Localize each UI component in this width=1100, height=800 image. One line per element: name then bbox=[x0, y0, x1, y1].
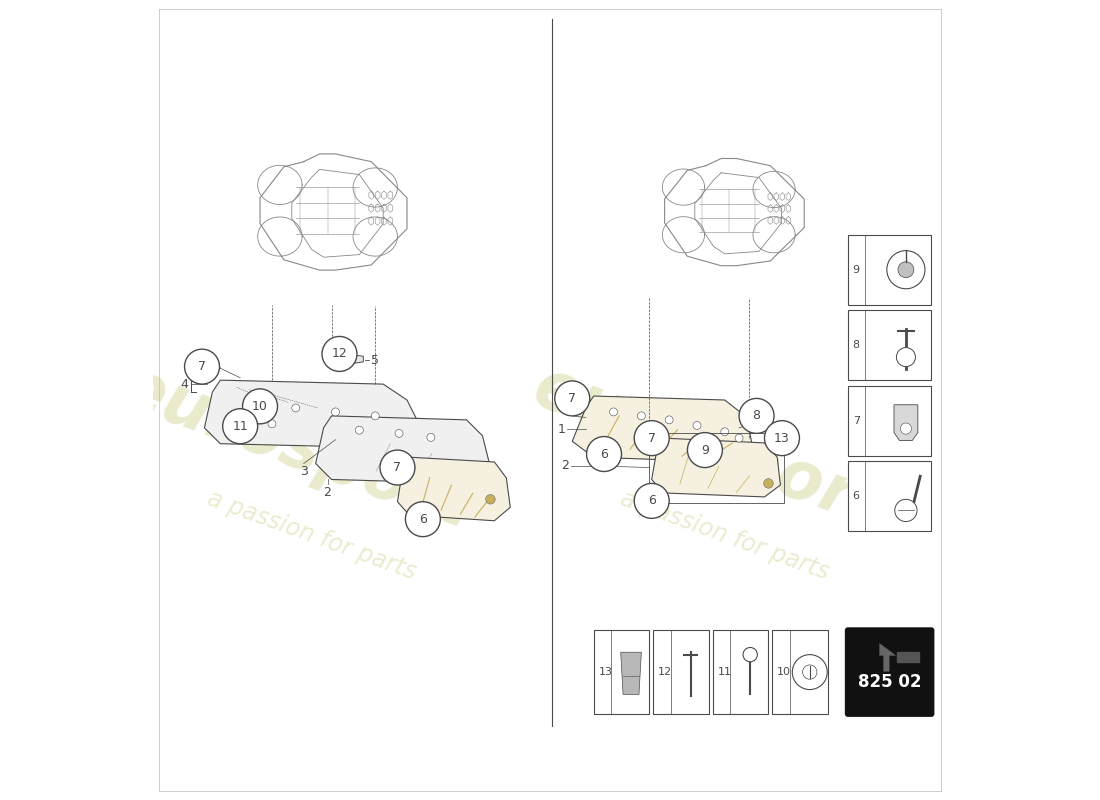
Circle shape bbox=[803, 665, 817, 679]
Circle shape bbox=[635, 421, 669, 456]
FancyBboxPatch shape bbox=[846, 628, 934, 716]
Text: 10: 10 bbox=[778, 667, 791, 677]
Text: 12: 12 bbox=[658, 667, 672, 677]
Text: 6: 6 bbox=[852, 491, 860, 501]
Circle shape bbox=[763, 478, 773, 488]
Text: 12: 12 bbox=[331, 347, 348, 361]
Circle shape bbox=[252, 400, 260, 408]
FancyBboxPatch shape bbox=[713, 630, 769, 714]
Text: a passion for parts: a passion for parts bbox=[204, 486, 419, 584]
Text: 5: 5 bbox=[372, 354, 379, 366]
Polygon shape bbox=[620, 652, 641, 694]
FancyBboxPatch shape bbox=[772, 630, 828, 714]
Polygon shape bbox=[323, 350, 363, 364]
Text: 9: 9 bbox=[701, 443, 708, 457]
Circle shape bbox=[900, 423, 912, 434]
Polygon shape bbox=[894, 405, 917, 441]
Circle shape bbox=[739, 398, 774, 434]
Circle shape bbox=[222, 409, 257, 444]
FancyBboxPatch shape bbox=[898, 652, 920, 662]
Circle shape bbox=[887, 250, 925, 289]
Circle shape bbox=[427, 434, 434, 442]
FancyBboxPatch shape bbox=[848, 386, 932, 456]
Text: eurosport: eurosport bbox=[525, 354, 893, 542]
Circle shape bbox=[735, 434, 744, 442]
FancyBboxPatch shape bbox=[848, 234, 932, 305]
Polygon shape bbox=[880, 643, 895, 671]
Circle shape bbox=[331, 408, 340, 416]
Circle shape bbox=[792, 654, 827, 690]
Text: 4: 4 bbox=[180, 378, 188, 390]
Circle shape bbox=[372, 412, 379, 420]
Text: 9: 9 bbox=[852, 265, 860, 274]
Circle shape bbox=[229, 412, 236, 420]
FancyBboxPatch shape bbox=[653, 630, 708, 714]
Circle shape bbox=[243, 389, 277, 424]
Text: 6: 6 bbox=[601, 447, 608, 461]
Circle shape bbox=[355, 426, 363, 434]
Polygon shape bbox=[316, 416, 491, 483]
Circle shape bbox=[688, 433, 723, 467]
Polygon shape bbox=[205, 380, 422, 448]
Text: 8: 8 bbox=[852, 340, 860, 350]
Text: 6: 6 bbox=[648, 494, 656, 507]
Circle shape bbox=[764, 421, 800, 456]
Circle shape bbox=[720, 428, 728, 436]
Polygon shape bbox=[572, 396, 752, 462]
Text: a passion for parts: a passion for parts bbox=[617, 486, 833, 584]
Text: 7: 7 bbox=[198, 360, 206, 373]
Text: 7: 7 bbox=[648, 432, 656, 445]
Text: 2: 2 bbox=[561, 459, 569, 473]
Text: 11: 11 bbox=[232, 420, 248, 433]
Circle shape bbox=[554, 381, 590, 416]
Circle shape bbox=[693, 422, 701, 430]
Circle shape bbox=[292, 404, 300, 412]
Text: 1: 1 bbox=[558, 423, 565, 436]
Circle shape bbox=[379, 450, 415, 485]
Text: 7: 7 bbox=[394, 461, 402, 474]
FancyBboxPatch shape bbox=[848, 461, 932, 531]
Circle shape bbox=[586, 437, 622, 471]
Circle shape bbox=[486, 494, 495, 504]
Text: 7: 7 bbox=[569, 392, 576, 405]
Circle shape bbox=[395, 430, 403, 438]
Text: 825 02: 825 02 bbox=[858, 673, 922, 691]
Circle shape bbox=[322, 337, 358, 371]
Circle shape bbox=[185, 349, 220, 384]
Polygon shape bbox=[397, 457, 510, 521]
Text: 6: 6 bbox=[419, 513, 427, 526]
Circle shape bbox=[406, 502, 440, 537]
Circle shape bbox=[744, 647, 758, 662]
Circle shape bbox=[894, 499, 917, 522]
Circle shape bbox=[898, 262, 914, 278]
Text: 7: 7 bbox=[852, 416, 860, 426]
Circle shape bbox=[896, 347, 915, 366]
Text: eurosport: eurosport bbox=[111, 354, 481, 542]
Text: 10: 10 bbox=[252, 400, 268, 413]
Circle shape bbox=[609, 408, 617, 416]
Text: 13: 13 bbox=[598, 667, 613, 677]
Circle shape bbox=[268, 420, 276, 428]
FancyBboxPatch shape bbox=[848, 310, 932, 380]
Text: 3: 3 bbox=[300, 465, 308, 478]
FancyBboxPatch shape bbox=[594, 630, 649, 714]
Circle shape bbox=[635, 483, 669, 518]
Circle shape bbox=[666, 416, 673, 424]
Text: 11: 11 bbox=[717, 667, 732, 677]
Text: 8: 8 bbox=[752, 410, 760, 422]
Circle shape bbox=[637, 412, 646, 420]
Text: 13: 13 bbox=[774, 432, 790, 445]
Polygon shape bbox=[651, 438, 780, 497]
Text: 2: 2 bbox=[323, 486, 331, 499]
